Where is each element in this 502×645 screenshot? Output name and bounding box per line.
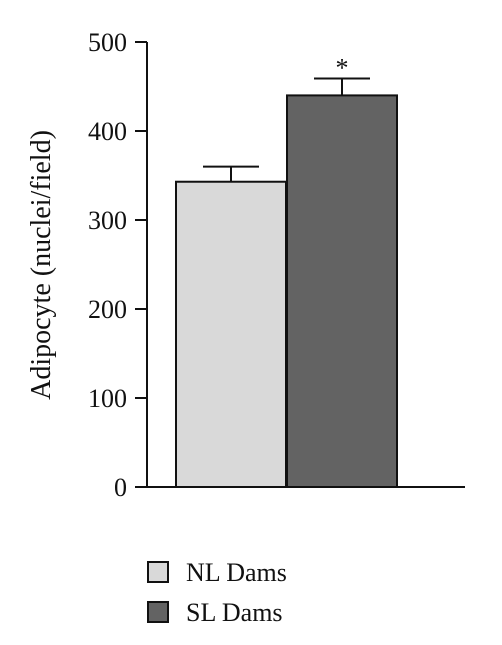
bar-sl-dams bbox=[286, 94, 398, 489]
bar-nl-dams bbox=[175, 180, 287, 488]
y-tick-label: 500 bbox=[88, 28, 127, 57]
significance-marker: * bbox=[336, 53, 349, 82]
legend-label: SL Dams bbox=[186, 598, 283, 627]
y-axis-label: Adipocyte (nuclei/field) bbox=[26, 130, 57, 400]
annotations: * bbox=[336, 53, 349, 82]
legend-label: NL Dams bbox=[186, 558, 287, 587]
legend-swatch bbox=[147, 601, 169, 623]
y-tick-label: 100 bbox=[88, 384, 127, 413]
legend: NL Dams SL Dams bbox=[147, 558, 287, 627]
y-tick-label: 200 bbox=[88, 295, 127, 324]
y-ticks: 0 100 200 300 400 500 bbox=[88, 28, 147, 502]
legend-swatch bbox=[147, 561, 169, 583]
y-tick-label: 300 bbox=[88, 206, 127, 235]
y-tick-label: 400 bbox=[88, 117, 127, 146]
y-tick-label: 0 bbox=[114, 473, 127, 502]
bars bbox=[175, 77, 398, 489]
